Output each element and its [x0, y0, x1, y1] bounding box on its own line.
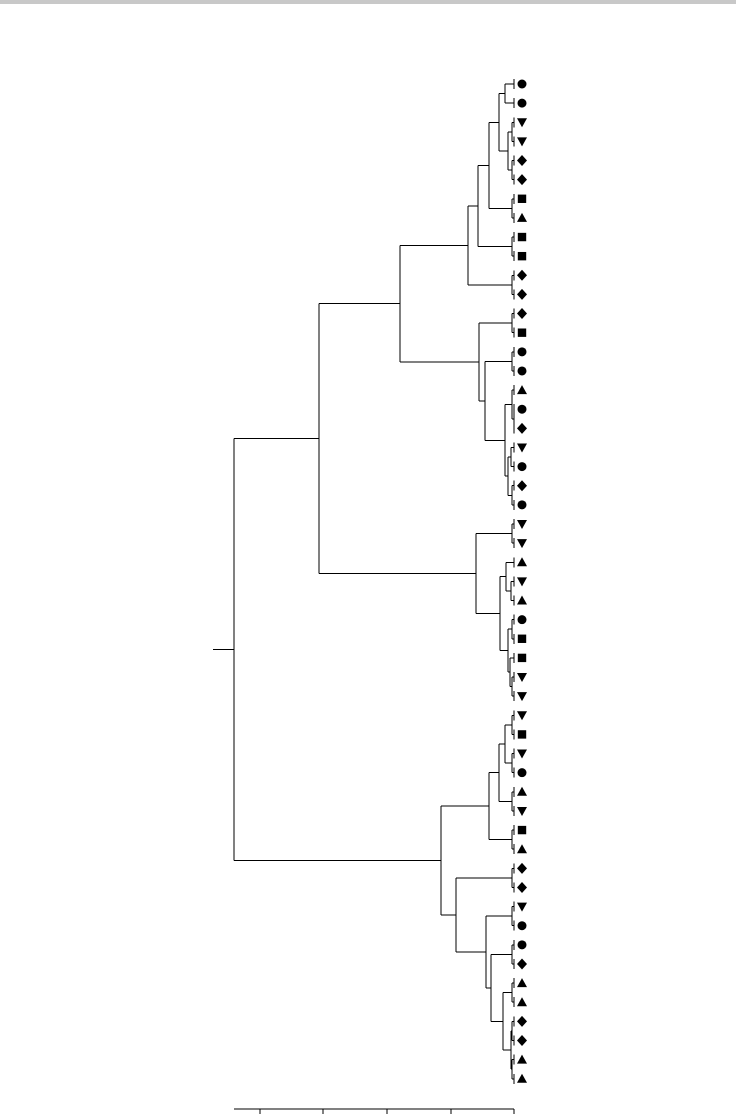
- leaf-marker-circle: [517, 79, 527, 89]
- leaf-marker-circle: [517, 98, 527, 108]
- leaf-marker-circle: [517, 404, 527, 414]
- leaf-marker-circle: [517, 347, 527, 357]
- leaf-marker-square: [517, 251, 527, 261]
- dendrogram-leaves: [517, 79, 527, 1083]
- leaf-marker-triangle-up: [517, 595, 527, 605]
- leaf-marker-triangle-down: [517, 673, 527, 683]
- leaf-marker-square: [517, 634, 527, 643]
- leaf-marker-circle: [517, 462, 527, 472]
- leaf-marker-circle: [517, 940, 527, 950]
- leaf-marker-triangle-down: [517, 519, 527, 529]
- leaf-marker-diamond: [517, 288, 527, 300]
- leaf-marker-triangle-down: [517, 692, 527, 702]
- leaf-marker-square: [517, 653, 527, 663]
- leaf-marker-triangle-up: [517, 1054, 527, 1064]
- leaf-marker-triangle-up: [517, 212, 527, 222]
- leaf-marker-diamond: [517, 958, 527, 970]
- leaf-marker-circle: [517, 768, 527, 778]
- leaf-marker-diamond: [517, 862, 527, 874]
- leaf-marker-circle: [517, 921, 527, 931]
- leaf-marker-diamond: [517, 422, 527, 434]
- leaf-marker-triangle-down: [517, 806, 527, 816]
- dendrogram-branches: [213, 79, 515, 1084]
- leaf-marker-circle: [517, 366, 527, 376]
- leaf-marker-diamond: [517, 1015, 527, 1027]
- leaf-marker-square: [517, 730, 527, 739]
- leaf-marker-triangle-down: [517, 577, 527, 587]
- leaf-marker-triangle-down: [517, 118, 527, 128]
- leaf-marker-diamond: [517, 1035, 527, 1046]
- leaf-marker-triangle-up: [517, 997, 527, 1007]
- leaf-marker-square: [517, 328, 527, 337]
- leaf-marker-circle: [517, 500, 527, 510]
- leaf-marker-diamond: [517, 480, 527, 492]
- leaf-marker-triangle-up: [517, 1073, 527, 1083]
- leaf-marker-triangle-down: [517, 749, 527, 759]
- leaf-marker-triangle-up: [517, 978, 527, 988]
- leaf-marker-triangle-down: [517, 443, 527, 453]
- leaf-marker-triangle-up: [517, 385, 527, 395]
- leaf-marker-triangle-down: [517, 902, 527, 912]
- top-rule: [0, 0, 736, 4]
- leaf-marker-square: [517, 194, 527, 203]
- scale-axis: [234, 1108, 515, 1114]
- leaf-marker-triangle-down: [517, 711, 527, 721]
- leaf-marker-diamond: [517, 881, 527, 893]
- leaf-marker-triangle-down: [517, 539, 527, 549]
- leaf-marker-triangle-down: [517, 137, 527, 147]
- leaf-marker-triangle-up: [517, 557, 527, 567]
- leaf-marker-diamond: [517, 308, 527, 320]
- leaf-marker-diamond: [517, 174, 527, 186]
- leaf-marker-circle: [517, 615, 527, 625]
- leaf-marker-diamond: [517, 269, 527, 281]
- leaf-marker-diamond: [517, 155, 527, 167]
- leaf-marker-triangle-up: [517, 844, 527, 854]
- leaf-marker-square: [517, 825, 527, 835]
- leaf-marker-triangle-up: [517, 786, 527, 796]
- leaf-marker-square: [517, 232, 527, 242]
